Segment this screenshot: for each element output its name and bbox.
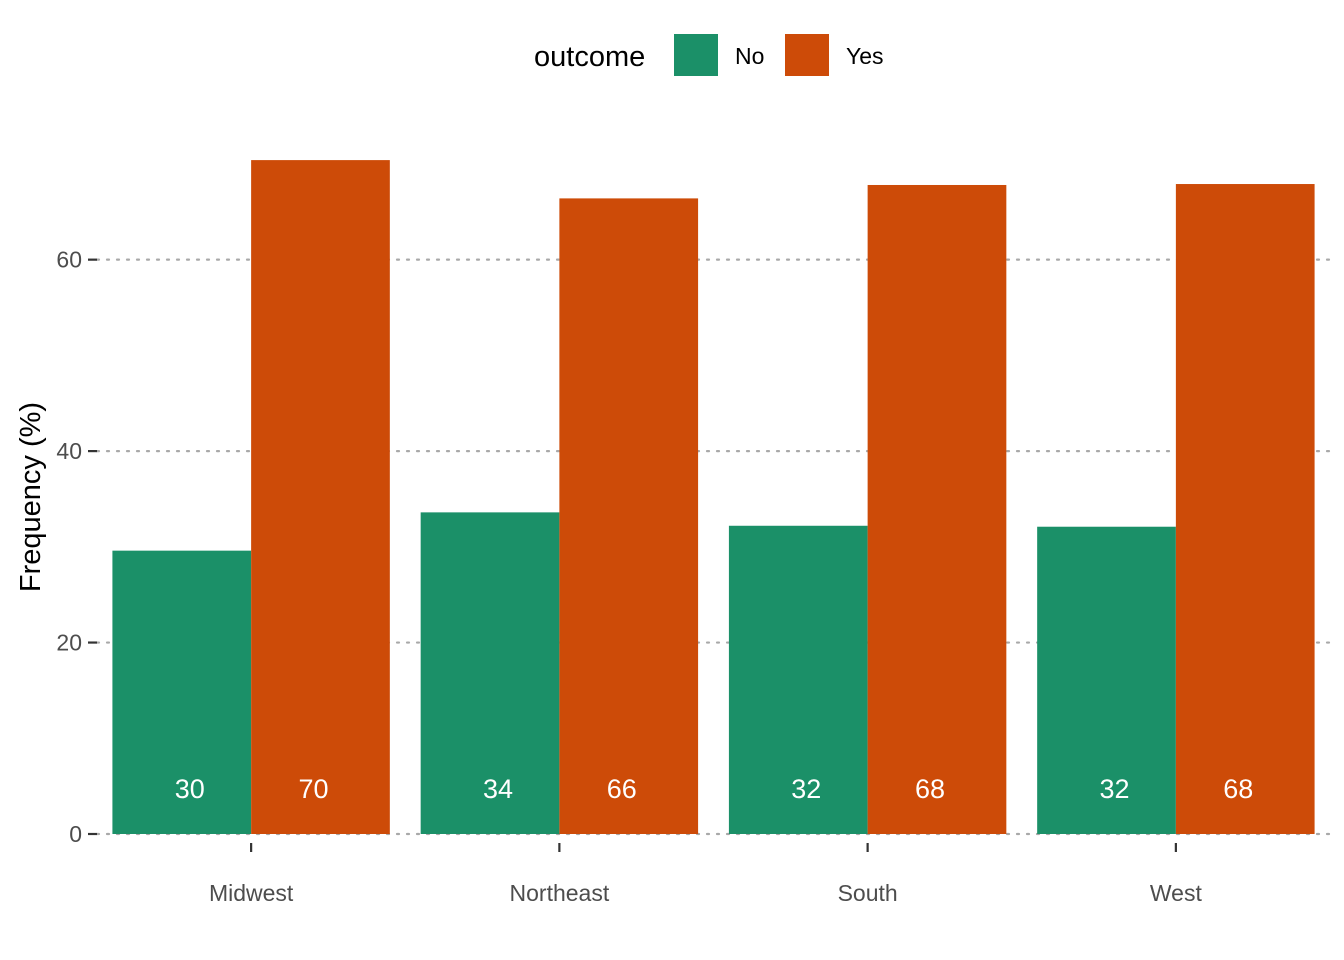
- bar-west-yes: [1175, 184, 1315, 835]
- bar-northeast-no: [420, 512, 560, 834]
- x-tick-label-northeast: Northeast: [510, 880, 610, 906]
- bar-south-no: [728, 525, 868, 834]
- x-tick-label-west: West: [1150, 880, 1203, 906]
- bar-west-no: [1037, 526, 1176, 834]
- legend-key-no: [674, 34, 718, 76]
- bar-midwest-yes: [251, 160, 390, 835]
- bar-south-yes: [867, 184, 1007, 834]
- y-tick-label-60: 60: [56, 247, 82, 273]
- x-tick-label-south: South: [838, 880, 898, 906]
- legend-key-yes: [785, 34, 829, 76]
- y-axis-title: Frequency (%): [15, 402, 47, 592]
- bar-label-west-yes: 68: [1223, 774, 1253, 804]
- x-tick-label-midwest: Midwest: [209, 880, 294, 906]
- legend-title: outcome: [534, 41, 645, 73]
- bar-label-northeast-yes: 66: [607, 774, 637, 804]
- bar-northeast-yes: [559, 198, 699, 834]
- y-tick-label-0: 0: [69, 821, 82, 847]
- bar-label-northeast-no: 34: [483, 774, 513, 804]
- bar-label-midwest-yes: 70: [298, 774, 328, 804]
- legend-label-yes: Yes: [846, 43, 884, 69]
- bars: [112, 160, 1315, 835]
- x-axis: Midwest Northeast South West: [209, 843, 1203, 906]
- y-tick-label-40: 40: [56, 438, 82, 464]
- legend: outcome No Yes: [534, 34, 884, 76]
- bar-labels: 30 70 34 66 32 68 32 68: [175, 774, 1254, 804]
- bar-label-south-yes: 68: [915, 774, 945, 804]
- bar-label-west-no: 32: [1099, 774, 1129, 804]
- y-tick-label-20: 20: [56, 630, 82, 656]
- bar-midwest-no: [112, 550, 252, 834]
- y-axis: 0 20 40 60: [56, 247, 97, 847]
- legend-label-no: No: [735, 43, 764, 69]
- bar-label-south-no: 32: [791, 774, 821, 804]
- bar-label-midwest-no: 30: [175, 774, 205, 804]
